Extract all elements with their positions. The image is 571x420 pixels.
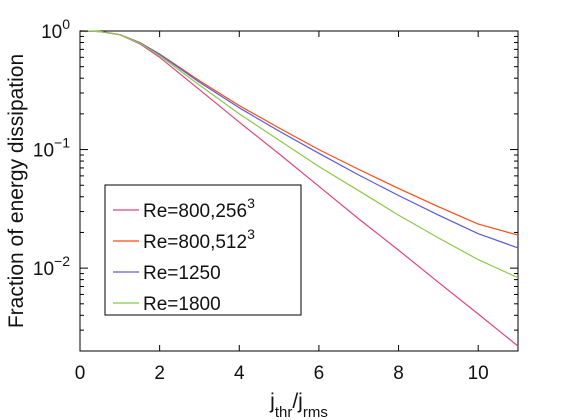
x-tick-label: 6 [314, 363, 325, 384]
legend-box [104, 184, 302, 316]
y-tick-label: 100 [41, 16, 70, 43]
x-axis-label: jthr/jrms [269, 390, 328, 420]
legend-entry-label: Re=800,5123 [143, 226, 255, 253]
legend-entry-label: Re=800,2563 [143, 195, 255, 222]
legend-entry-label: Re=1800 [143, 294, 221, 315]
y-tick-label: 10−1 [33, 135, 70, 162]
ticks-layer: 0 2 4 6 8 10 100 10−1 10−2 [33, 16, 518, 384]
x-tick-label: 10 [468, 363, 489, 384]
legend: Re=800,2563 Re=800,5123 Re=1250 Re=1800 [104, 184, 302, 316]
x-tick-label: 0 [75, 363, 86, 384]
legend-entry-label: Re=1250 [143, 263, 221, 284]
x-tick-label: 8 [393, 363, 404, 384]
x-tick-label: 2 [154, 363, 165, 384]
x-tick-label: 4 [234, 363, 245, 384]
series-line [79, 30, 519, 279]
y-tick-label: 10−2 [33, 253, 70, 280]
y-axis-label: Fraction of energy dissipation [5, 54, 28, 328]
series-layer [79, 30, 519, 347]
